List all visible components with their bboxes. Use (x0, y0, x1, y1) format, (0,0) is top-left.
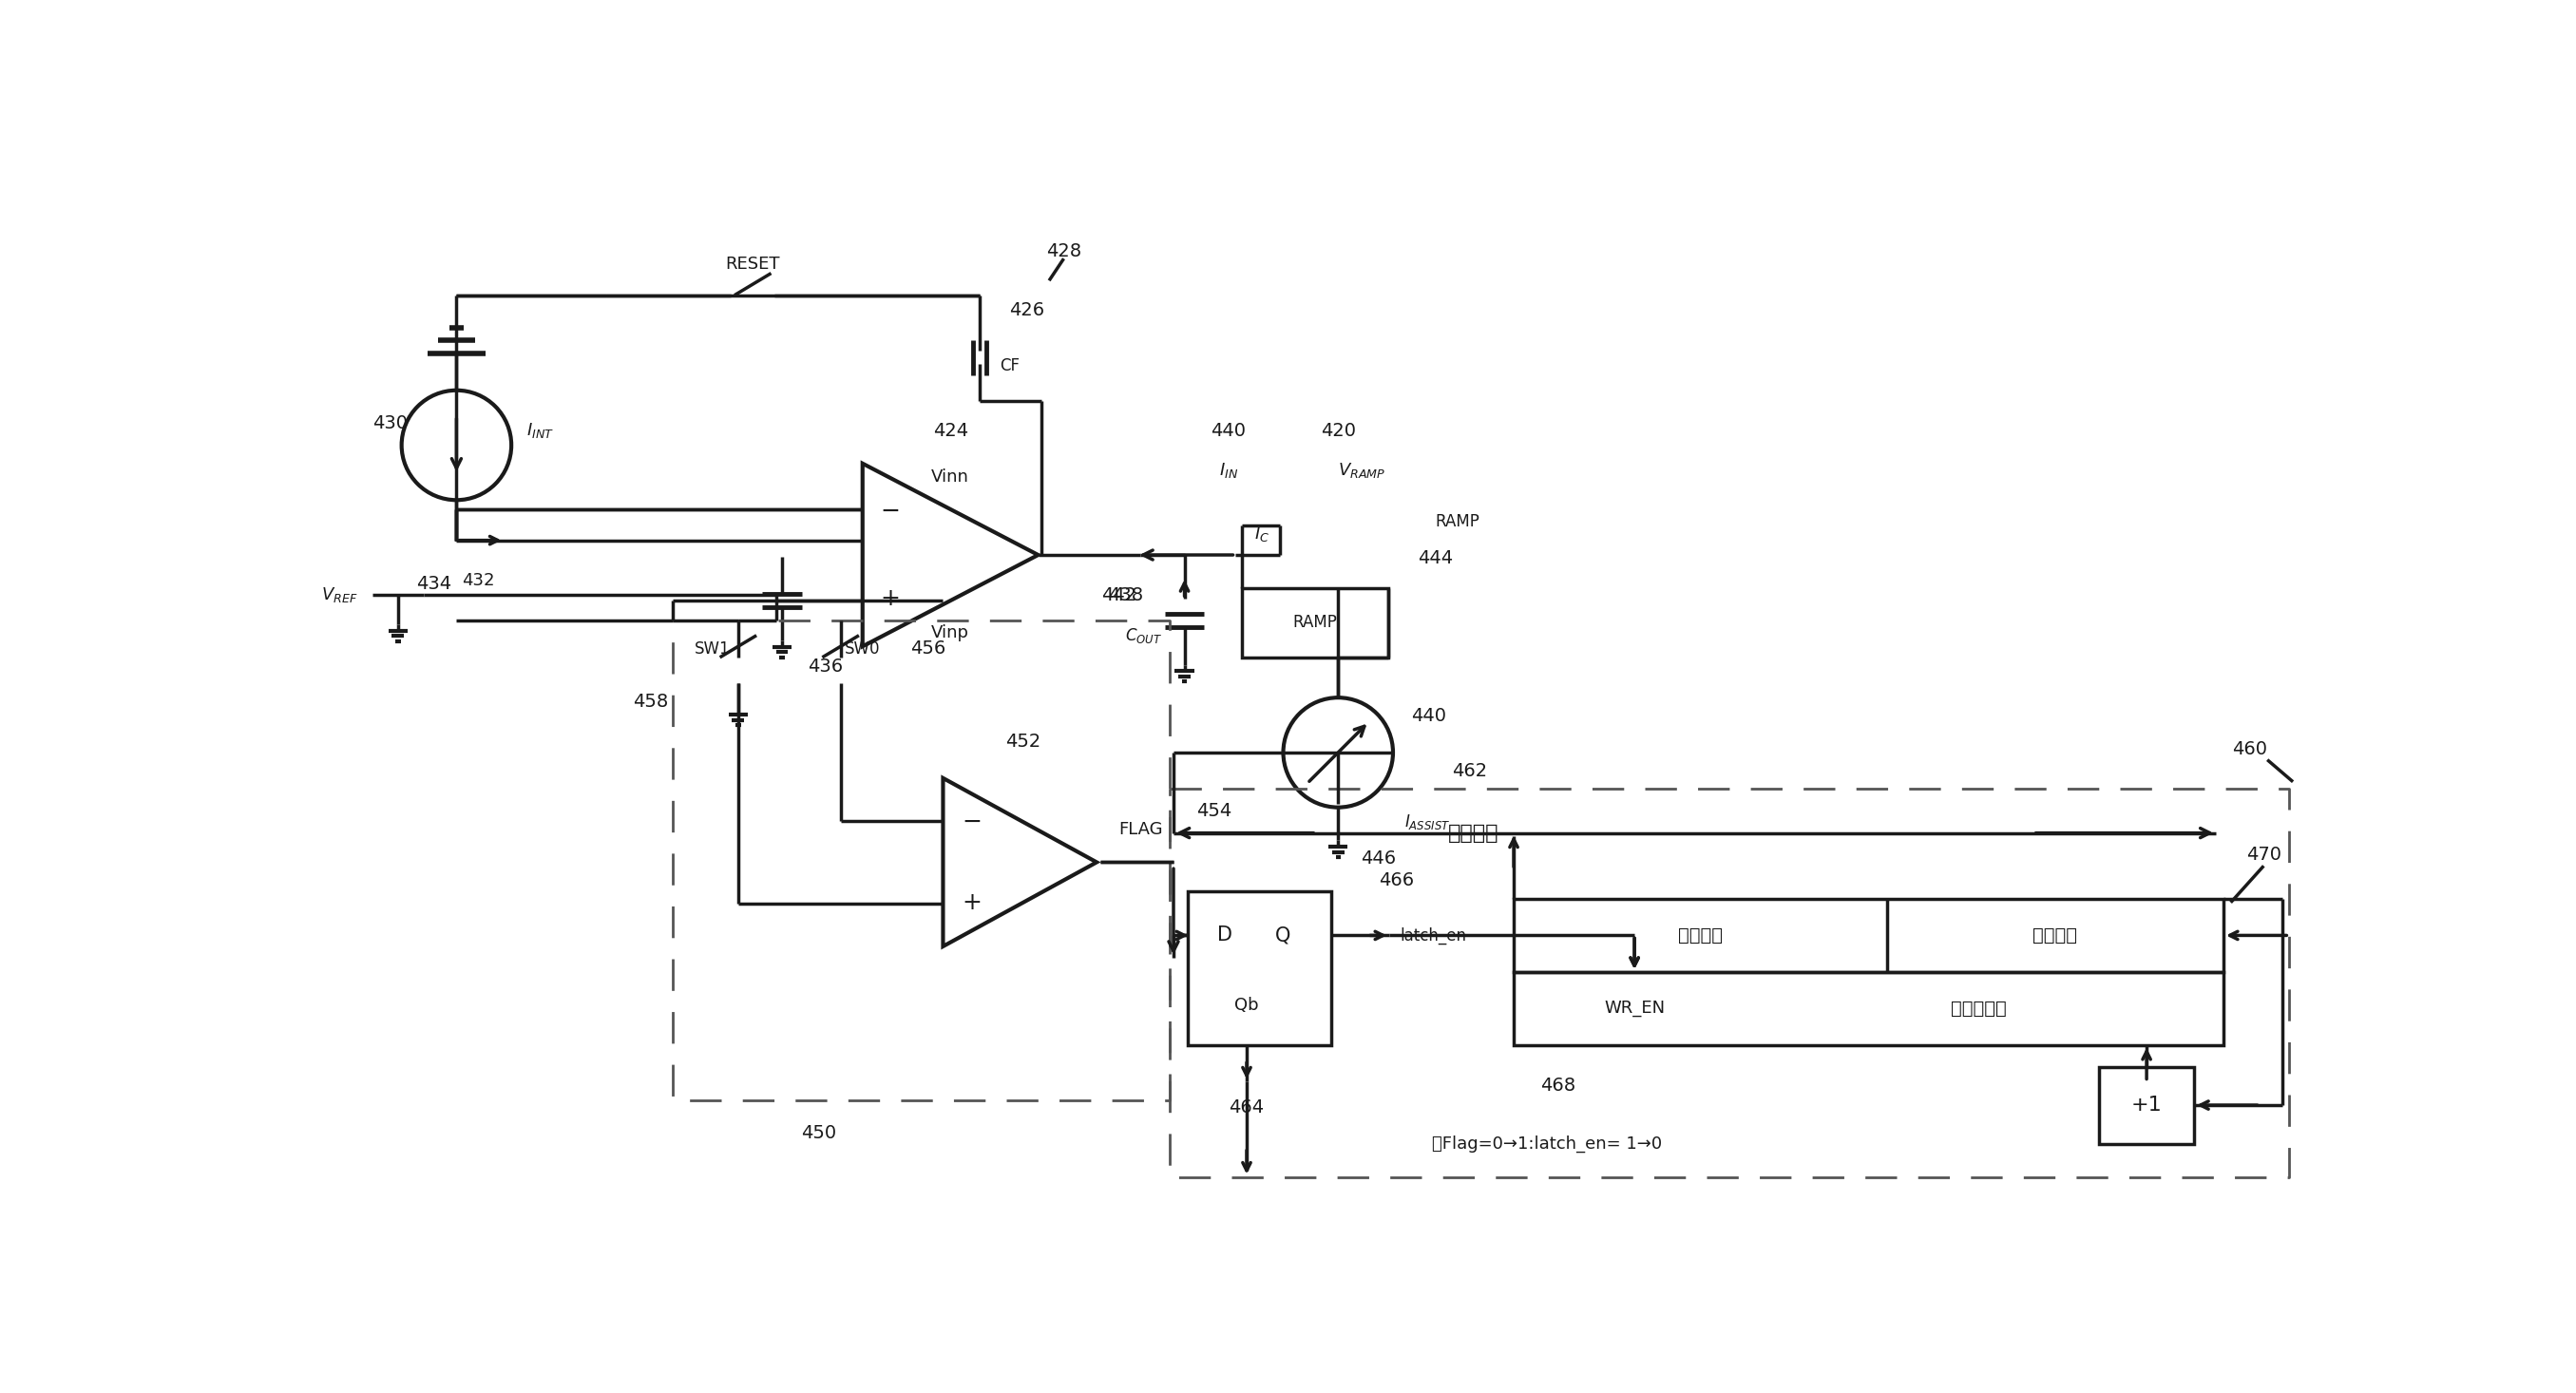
Text: Vinn: Vinn (933, 468, 969, 485)
Text: latch_en: latch_en (1401, 926, 1466, 944)
Text: 446: 446 (1360, 850, 1396, 868)
Text: +: + (963, 892, 981, 914)
Text: WR_EN: WR_EN (1605, 1000, 1664, 1017)
Text: 462: 462 (1450, 762, 1486, 780)
Text: 440: 440 (1211, 422, 1247, 440)
Text: 438: 438 (1108, 586, 1144, 605)
Text: −: − (963, 811, 981, 833)
Text: 修整存储器: 修整存储器 (1950, 1000, 2007, 1018)
Text: 430: 430 (374, 414, 407, 432)
Text: $V_{RAMP}$: $V_{RAMP}$ (1337, 461, 1386, 481)
Text: $C_{OUT}$: $C_{OUT}$ (1126, 625, 1162, 645)
Text: 464: 464 (1229, 1098, 1265, 1116)
Text: 当Flag=0→1:latch_en= 1→0: 当Flag=0→1:latch_en= 1→0 (1432, 1135, 1662, 1152)
Text: RAMP: RAMP (1435, 514, 1481, 531)
Text: 460: 460 (2233, 740, 2267, 758)
Text: $I_C$: $I_C$ (1255, 525, 1270, 543)
Text: 440: 440 (1412, 706, 1448, 724)
Text: 444: 444 (1417, 550, 1453, 567)
Text: 434: 434 (417, 575, 451, 593)
Text: +: + (881, 588, 899, 610)
Text: 452: 452 (1005, 733, 1041, 751)
Text: SW1: SW1 (696, 639, 732, 657)
Text: 456: 456 (912, 639, 945, 657)
Text: 436: 436 (809, 657, 842, 676)
Text: 424: 424 (933, 422, 969, 440)
Text: 470: 470 (2246, 846, 2282, 864)
Text: CF: CF (999, 358, 1020, 375)
Text: Vinp: Vinp (933, 624, 969, 642)
Text: 458: 458 (634, 692, 667, 710)
Text: 450: 450 (801, 1124, 837, 1142)
Text: 468: 468 (1540, 1077, 1577, 1095)
Text: RESET: RESET (726, 256, 781, 273)
Text: 442: 442 (1100, 586, 1136, 605)
Text: 454: 454 (1195, 802, 1231, 820)
Text: D: D (1216, 926, 1231, 944)
Text: FLAG: FLAG (1118, 820, 1162, 837)
Text: $V_{REF}$: $V_{REF}$ (322, 585, 358, 605)
Text: RAMP: RAMP (1293, 614, 1337, 631)
Text: 432: 432 (461, 573, 495, 589)
Text: Q: Q (1275, 926, 1291, 944)
Text: $I_{ASSIST}$: $I_{ASSIST}$ (1404, 812, 1450, 832)
Text: 修整代码: 修整代码 (2032, 926, 2076, 944)
Text: 预置代码: 预置代码 (1677, 926, 1723, 944)
Text: 466: 466 (1378, 872, 1414, 890)
Text: 426: 426 (1010, 301, 1046, 319)
Text: 修整信号: 修整信号 (1448, 823, 1499, 843)
Text: $I_{IN}$: $I_{IN}$ (1218, 461, 1239, 481)
Text: Qb: Qb (1234, 996, 1260, 1014)
Text: 420: 420 (1321, 422, 1355, 440)
Text: $I_{INT}$: $I_{INT}$ (526, 421, 554, 440)
Text: −: − (881, 500, 902, 522)
Text: SW0: SW0 (845, 639, 881, 657)
Text: 428: 428 (1046, 242, 1082, 260)
Text: +1: +1 (2130, 1096, 2161, 1114)
